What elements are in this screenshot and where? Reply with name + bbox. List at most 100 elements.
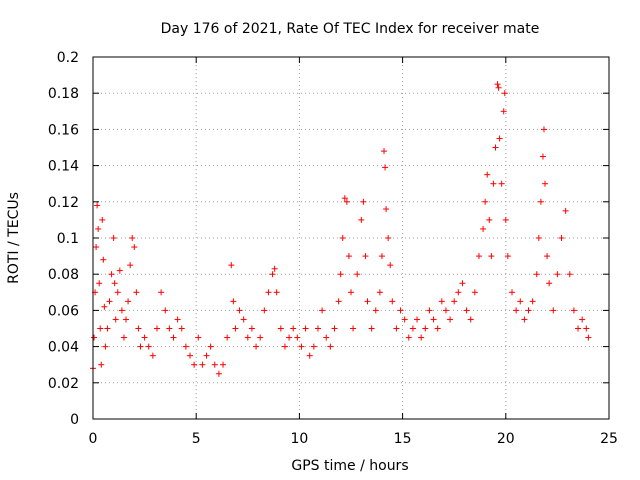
data-point [203,352,210,359]
data-point [585,334,592,341]
data-point [451,298,458,305]
data-point [248,325,255,332]
data-point [337,271,344,278]
data-point [286,334,293,341]
data-point [187,352,194,359]
x-tick-label: 15 [394,431,412,447]
data-point [182,343,189,350]
data-point [447,316,454,323]
data-point [382,164,389,171]
data-point [261,307,268,314]
data-point [387,262,394,269]
data-point [199,361,206,368]
data-point [558,235,565,241]
data-point [529,298,536,305]
data-point [153,325,160,332]
data-point [488,253,495,260]
x-tick-label: 5 [192,431,201,447]
y-tick-label: 0.04 [48,340,79,356]
data-point [310,343,317,350]
y-tick-label: 0.06 [48,303,79,319]
data-point [127,262,134,269]
y-tick-label: 0.02 [48,376,79,392]
data-points [90,81,592,377]
y-tick-label: 0.16 [48,122,79,138]
data-point [341,195,348,202]
data-point [174,316,181,323]
x-tick-label: 10 [290,431,308,447]
data-point [306,352,313,359]
data-point [362,253,369,260]
data-point [302,325,309,332]
data-point [381,148,388,155]
data-point [554,271,561,278]
data-point [492,144,499,151]
data-point [141,334,148,341]
data-point [546,280,553,287]
data-point [360,198,367,205]
data-point [178,325,185,332]
data-point [95,225,102,232]
data-point [583,325,590,332]
data-point [521,316,528,323]
data-point [508,289,515,296]
data-point [570,307,577,314]
data-point [133,289,140,296]
data-point [401,316,408,323]
data-point [575,325,582,332]
data-point [459,280,466,287]
data-point [434,325,441,332]
data-point [253,343,260,350]
y-tick-label: 0.18 [48,86,79,102]
data-point [230,298,237,305]
data-point [224,334,231,341]
data-point [482,198,489,205]
data-point [535,235,542,241]
data-point [244,334,251,341]
data-point [271,265,278,272]
data-point [426,307,433,314]
data-point [467,316,474,323]
data-point [120,334,127,341]
data-point [544,253,551,260]
data-point [265,289,272,296]
data-point [490,180,497,187]
x-axis-label: GPS time / hours [291,458,408,474]
y-tick-label: 0.2 [57,50,79,66]
data-point [525,307,532,314]
data-point [471,289,478,296]
x-tick-label: 0 [89,431,98,447]
data-point [383,206,390,213]
data-point [579,316,586,323]
data-point [102,343,109,350]
data-point [414,316,421,323]
data-point [104,325,111,332]
data-point [191,361,198,368]
data-point [298,343,305,350]
data-point [257,334,264,341]
data-point [486,216,493,223]
data-point [438,298,445,305]
data-point [517,298,524,305]
data-point [562,207,569,214]
data-point [100,256,107,263]
data-point [97,325,104,332]
data-point [98,361,105,368]
data-point [389,298,396,305]
data-point [500,108,507,115]
data-point [137,343,144,350]
data-point [418,334,425,341]
data-point [331,325,338,332]
data-point [501,90,508,97]
data-point [397,307,404,314]
data-point [455,289,462,296]
plot-frame [92,56,610,420]
data-point [430,316,437,323]
data-point [504,253,511,260]
data-point [110,235,117,241]
data-point [125,298,132,305]
data-point [494,81,501,88]
x-tick-label: 25 [600,431,618,447]
data-point [290,325,297,332]
